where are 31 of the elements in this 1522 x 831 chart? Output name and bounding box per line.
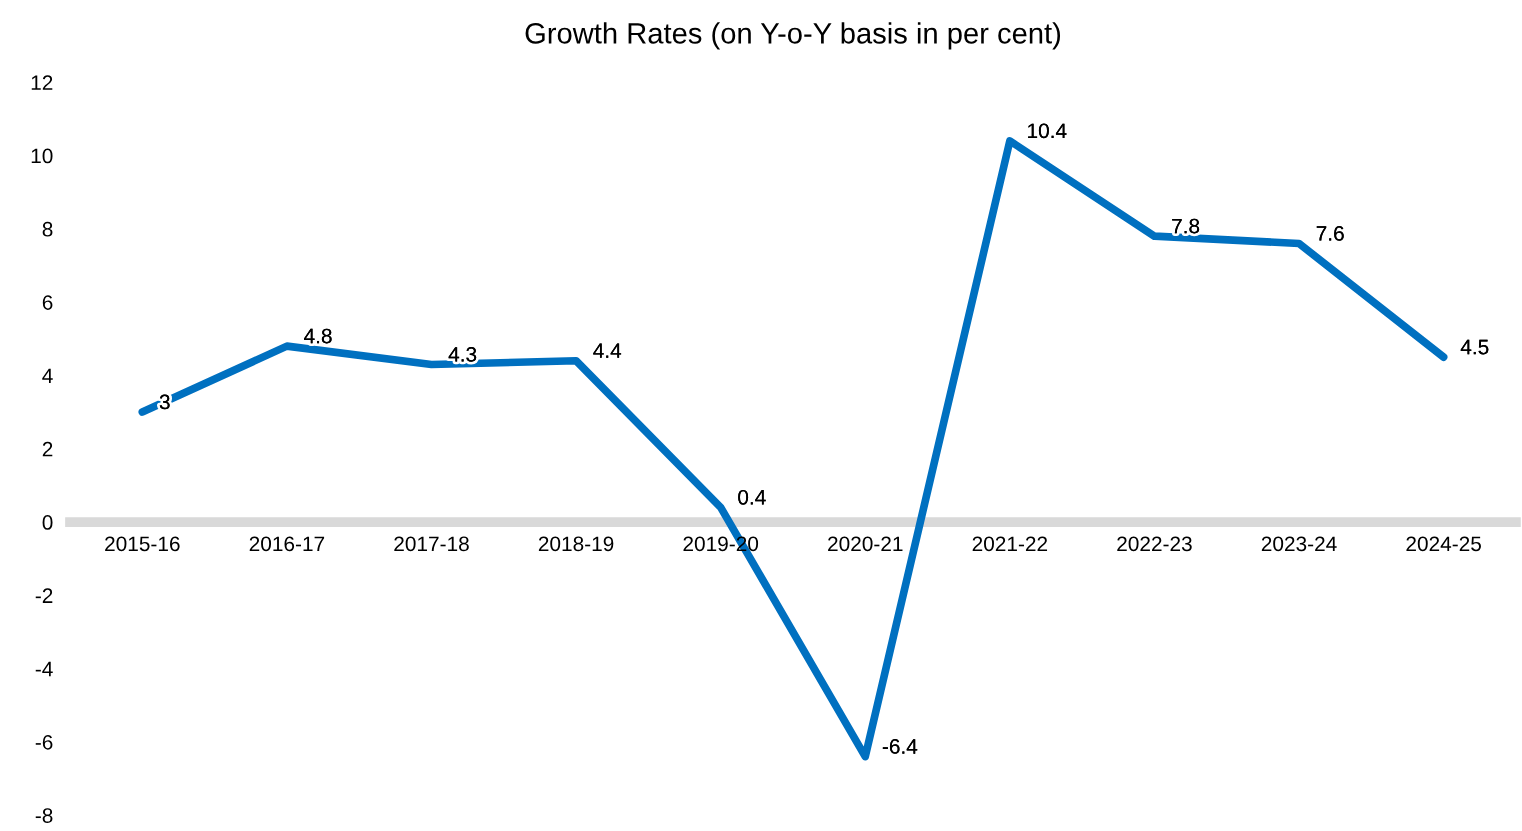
- x-tick-label: 2018-19: [538, 536, 614, 552]
- x-tick-label: 2017-18: [394, 536, 469, 552]
- x-tick-label: 2020-21: [828, 536, 903, 552]
- y-tick-label: 8: [42, 221, 53, 237]
- y-tick-label: 6: [42, 295, 53, 310]
- y-tick-label: 10: [31, 148, 53, 164]
- x-tick-label: 2015-16: [105, 536, 180, 552]
- data-label: 10.4: [1028, 123, 1067, 139]
- y-tick-label: 4: [42, 368, 53, 383]
- x-tick-label: 2024-25: [1406, 536, 1481, 552]
- data-label: 7.6: [1316, 226, 1344, 241]
- x-tick-label: 2023-24: [1261, 536, 1337, 552]
- data-label: 0.4: [738, 489, 766, 505]
- data-label: 4.5: [1460, 339, 1489, 355]
- data-label: 4.3: [448, 346, 477, 362]
- data-label: 4.8: [304, 328, 332, 344]
- x-tick-label: 2021-22: [972, 536, 1048, 552]
- chart-title: Growth Rates (on Y-o-Y basis in per cent): [525, 22, 1061, 50]
- y-tick-label: 12: [31, 75, 53, 90]
- y-tick-label: -8: [35, 808, 53, 823]
- y-tick-label: 0: [42, 515, 53, 530]
- data-label: 7.8: [1172, 218, 1200, 234]
- data-label: 4.4: [593, 343, 622, 358]
- data-label: -6.4: [882, 739, 918, 754]
- y-tick-label: -4: [35, 661, 53, 677]
- y-tick-label: 2: [42, 441, 53, 457]
- y-tick-label: -2: [35, 588, 53, 603]
- x-tick-label: 2016-17: [249, 536, 325, 552]
- x-tick-label: 2022-23: [1117, 536, 1192, 552]
- y-tick-label: -6: [35, 734, 53, 750]
- data-label: 3: [159, 394, 170, 410]
